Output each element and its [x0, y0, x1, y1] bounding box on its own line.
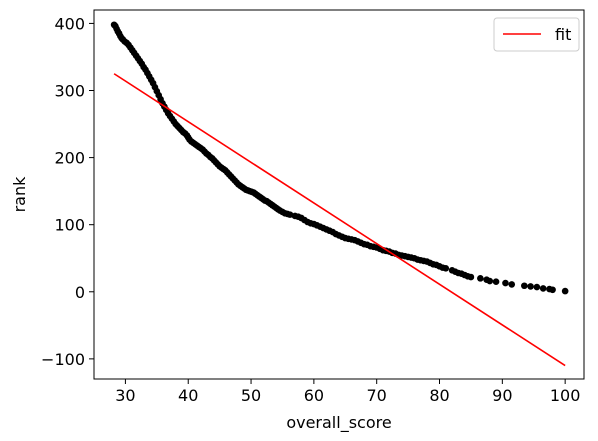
- y-tick-label: 100: [54, 216, 85, 235]
- data-point: [508, 281, 516, 288]
- x-tick-label: 70: [367, 386, 387, 405]
- legend: fit: [493, 17, 580, 52]
- y-tick-label: 400: [54, 14, 85, 33]
- data-point: [286, 211, 294, 218]
- data-point: [533, 283, 541, 291]
- ticks-layer: 30 40 50 60 70 80 90 100 −100 0 100 200 300 400: [41, 14, 580, 405]
- x-tick-label: 30: [115, 386, 135, 405]
- x-tick-label: 90: [492, 386, 512, 405]
- y-tick-label: 200: [54, 149, 85, 168]
- data-point: [486, 277, 494, 285]
- data-point: [442, 265, 450, 272]
- x-tick-label: 40: [178, 386, 198, 405]
- y-axis-label: rank: [10, 176, 29, 213]
- y-tick-label: 0: [75, 283, 85, 302]
- x-tick-label: 50: [241, 386, 261, 405]
- data-point: [527, 283, 534, 290]
- data-point: [502, 279, 509, 287]
- data-point: [561, 287, 569, 295]
- plot-frame: [93, 9, 585, 380]
- legend-fit-label: fit: [555, 25, 571, 44]
- y-tick-label: −100: [41, 350, 85, 369]
- x-tick-label: 80: [429, 386, 449, 405]
- data-point: [521, 282, 528, 290]
- x-tick-label: 60: [304, 386, 324, 405]
- data-point: [477, 275, 484, 282]
- data-point: [492, 278, 500, 286]
- x-axis-label: overall_score: [286, 413, 391, 433]
- data-point: [549, 286, 556, 294]
- x-tick-label: 100: [550, 386, 581, 405]
- data-point: [539, 285, 547, 292]
- y-tick-label: 300: [54, 82, 85, 101]
- fit-line: [113, 73, 566, 367]
- marks-layer: [110, 21, 569, 367]
- data-point: [467, 273, 475, 281]
